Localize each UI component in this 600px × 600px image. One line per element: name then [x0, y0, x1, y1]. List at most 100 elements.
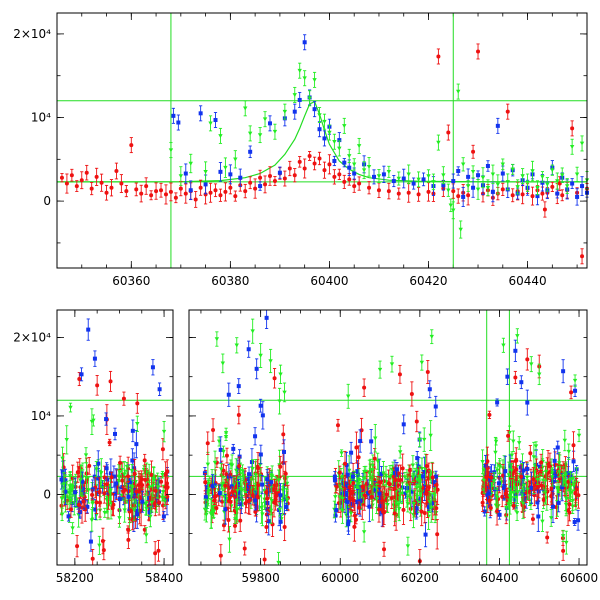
- data-point: [490, 181, 495, 203]
- data-point: [533, 441, 539, 452]
- data-point: [528, 445, 533, 462]
- data-point: [509, 451, 515, 460]
- data-point: [297, 62, 302, 79]
- data-point: [550, 467, 555, 487]
- data-point: [401, 168, 406, 189]
- data-point: [580, 248, 585, 265]
- data-point: [124, 462, 130, 472]
- data-point: [119, 174, 124, 193]
- data-point: [385, 496, 390, 513]
- data-point: [238, 168, 243, 187]
- data-point: [342, 158, 347, 168]
- data-point: [262, 111, 268, 128]
- data-point: [574, 166, 580, 182]
- data-point: [248, 145, 253, 159]
- data-point: [490, 164, 496, 185]
- data-point: [337, 465, 342, 480]
- data-point: [530, 186, 535, 206]
- data-point: [262, 548, 267, 565]
- data-point: [485, 179, 491, 197]
- data-point: [411, 177, 416, 190]
- data-point: [236, 378, 241, 394]
- data-point: [434, 500, 439, 516]
- data-point: [560, 529, 566, 543]
- data-point: [369, 429, 374, 454]
- data-point: [576, 481, 581, 509]
- data-point: [446, 124, 451, 141]
- data-point: [113, 427, 117, 441]
- data-point: [121, 486, 126, 498]
- data-point: [163, 184, 168, 205]
- data-point: [231, 443, 236, 454]
- data-point: [64, 425, 69, 455]
- data-point: [510, 163, 515, 175]
- x-tick-label: 60380: [211, 274, 249, 288]
- data-point: [496, 475, 501, 491]
- data-point: [354, 431, 359, 464]
- data-point: [539, 453, 544, 472]
- data-point: [332, 133, 337, 150]
- data-point: [525, 348, 530, 371]
- data-point: [292, 103, 297, 120]
- bottom-panel: 58200 58400 0 10⁴ 2×10⁴ 59800 60000 60200 60400 6…: [13, 309, 598, 585]
- data-point: [334, 503, 339, 517]
- data-point: [448, 198, 453, 213]
- data-point: [503, 455, 508, 487]
- data-point: [570, 120, 575, 137]
- data-point: [389, 355, 395, 373]
- data-point: [417, 432, 422, 448]
- data-point: [495, 174, 501, 195]
- data-point: [269, 486, 274, 516]
- data-point: [355, 489, 360, 515]
- data-point: [480, 167, 486, 189]
- data-point: [391, 175, 396, 188]
- data-point: [545, 177, 550, 192]
- data-point: [233, 150, 238, 169]
- data-point: [525, 463, 530, 475]
- data-point: [563, 463, 568, 487]
- data-point: [218, 127, 223, 144]
- data-point: [156, 539, 161, 562]
- data-point: [530, 160, 535, 182]
- data-point: [485, 446, 490, 476]
- data-point: [214, 501, 219, 515]
- data-point: [224, 447, 229, 464]
- data-point: [247, 466, 252, 482]
- data-point: [198, 179, 203, 196]
- data-point: [148, 505, 153, 528]
- data-point: [505, 368, 510, 385]
- data-point: [335, 418, 340, 432]
- data-point: [347, 148, 352, 164]
- data-point: [155, 475, 161, 499]
- data-point: [493, 437, 499, 446]
- data-point: [183, 163, 188, 184]
- data-point: [555, 172, 560, 190]
- data-point: [135, 393, 140, 414]
- data-point: [75, 535, 80, 558]
- data-point: [114, 468, 119, 499]
- data-point: [104, 476, 109, 493]
- data-point: [503, 489, 508, 498]
- data-point: [302, 70, 307, 87]
- data-point: [436, 134, 441, 151]
- data-point: [238, 509, 243, 532]
- data-point: [254, 358, 259, 380]
- data-point: [520, 168, 525, 184]
- data-point: [278, 513, 283, 531]
- data-point: [135, 415, 140, 432]
- data-point: [487, 410, 492, 420]
- data-point: [86, 318, 91, 341]
- data-point: [79, 367, 84, 382]
- data-point: [500, 182, 505, 196]
- data-point: [258, 181, 263, 191]
- data-point: [515, 328, 520, 344]
- data-point: [68, 402, 73, 413]
- data-point: [383, 465, 389, 486]
- data-point: [246, 340, 251, 358]
- data-point: [227, 526, 232, 553]
- data-point: [160, 470, 165, 479]
- data-point: [425, 360, 430, 384]
- data-point: [287, 160, 292, 177]
- data-point: [552, 448, 557, 474]
- data-point: [223, 182, 228, 202]
